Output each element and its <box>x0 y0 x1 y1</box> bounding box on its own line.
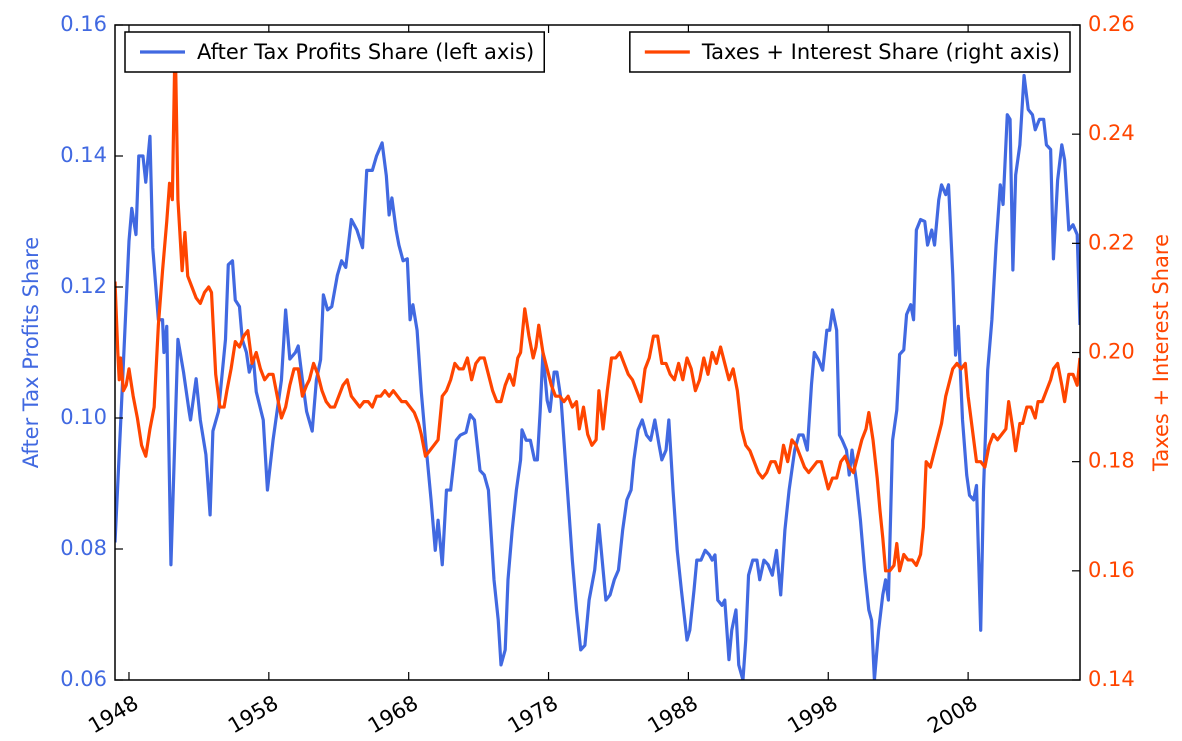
legend: After Tax Profits Share (left axis) <box>124 31 545 73</box>
y2-tick-label: 0.24 <box>1088 121 1135 145</box>
y2-axis-label: Taxes + Interest Share <box>1149 234 1173 472</box>
legend-label: Taxes + Interest Share (right axis) <box>701 40 1060 64</box>
y-tick-label: 0.10 <box>60 405 107 429</box>
y-tick-label: 0.06 <box>60 667 107 691</box>
y2-tick-label: 0.18 <box>1088 449 1135 473</box>
legend-label: After Tax Profits Share (left axis) <box>197 40 534 64</box>
y2-tick-label: 0.14 <box>1088 667 1135 691</box>
y2-tick-label: 0.16 <box>1088 558 1135 582</box>
data-line <box>115 73 1080 680</box>
y2-tick-label: 0.26 <box>1088 12 1135 36</box>
y2-tick-label: 0.22 <box>1088 230 1135 254</box>
y-tick-label: 0.08 <box>60 536 107 560</box>
y-tick-label: 0.14 <box>60 143 107 167</box>
data-line <box>115 34 1080 573</box>
legend-box <box>124 31 545 73</box>
y2-tick-label: 0.20 <box>1088 340 1135 364</box>
y-axis-label: After Tax Profits Share <box>19 237 43 468</box>
legend: Taxes + Interest Share (right axis) <box>629 31 1071 73</box>
y-tick-label: 0.16 <box>60 12 107 36</box>
legend-box <box>629 31 1071 73</box>
y-tick-label: 0.12 <box>60 274 107 298</box>
